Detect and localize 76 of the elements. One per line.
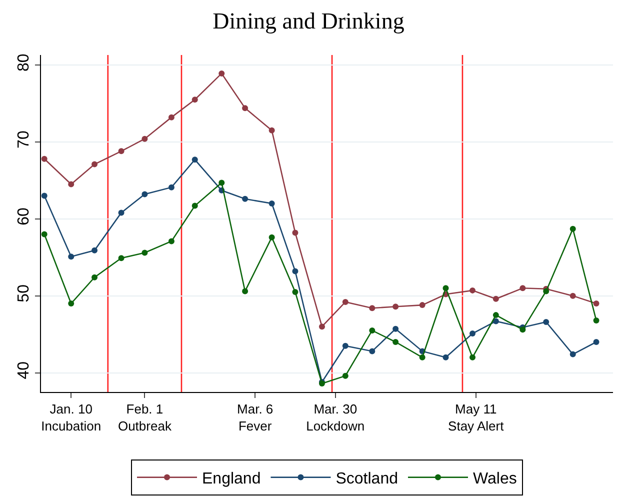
point [218,70,225,76]
y-tick-label: 50 [16,284,33,302]
point [142,250,148,256]
point [268,234,275,240]
point [570,226,576,232]
point [192,96,198,103]
point [419,302,426,308]
point [369,305,376,312]
point [41,156,48,162]
point [192,202,198,209]
point [318,324,325,330]
y-tick-label: 60 [16,207,33,226]
point [442,285,449,292]
point [342,342,348,349]
point [242,196,248,202]
x-tick-label: Mar. 30 Lockdown [306,402,365,434]
point [593,317,600,324]
x-tick-label: Feb. 1 Outbreak [118,402,172,434]
point [292,268,298,274]
point [92,247,98,254]
point [192,156,198,163]
point [543,288,550,294]
legend-label: England [202,470,261,488]
point [470,287,476,294]
x-tick-label: Jan. 10 Incubation [41,402,102,434]
point [470,354,476,360]
point [118,148,124,154]
point [268,200,275,206]
point [118,255,124,262]
point [68,300,74,307]
legend-label: Wales [472,470,517,488]
point [593,338,600,345]
point [442,354,449,360]
y-tick-label: 80 [16,54,33,72]
point [342,372,348,379]
point [570,351,576,358]
point [419,354,426,360]
point [242,288,248,294]
point [168,114,174,120]
point [92,161,98,168]
chart-title: Dining and Drinking [212,8,405,34]
point [492,312,499,318]
point [68,254,74,260]
point [492,318,499,324]
point [392,338,399,345]
legend-label: Scotland [336,470,398,488]
point [520,285,526,292]
y-tick-label: 40 [16,361,33,380]
point [570,292,576,299]
point [392,304,399,310]
point [142,191,148,198]
point [41,231,48,238]
x-tick-label: May 11 Stay Alert [448,402,504,434]
point [543,318,550,325]
point [292,288,298,295]
point [218,180,225,186]
point [292,230,298,236]
point [520,326,526,333]
point [593,300,600,307]
point [268,127,275,134]
point [168,238,174,244]
point [68,181,74,188]
point [92,274,98,280]
point [168,184,174,190]
point [369,348,376,354]
x-tick-label: Mar. 6 Fever [237,402,274,434]
point [392,326,399,332]
point [118,210,124,216]
point [242,105,248,112]
point [492,296,499,302]
y-tick-label: 70 [16,130,33,148]
point [142,136,148,142]
point [470,330,476,337]
point [41,192,48,199]
point [342,298,348,305]
point [369,327,376,334]
